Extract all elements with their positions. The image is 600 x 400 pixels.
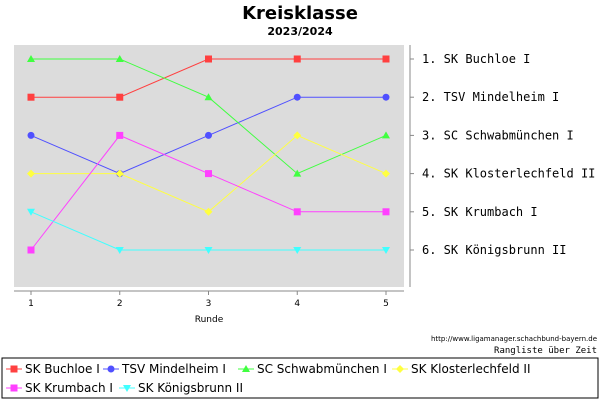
x-tick-label: 3 (206, 299, 212, 309)
data-point (242, 365, 250, 372)
data-point (382, 55, 390, 63)
data-point (116, 131, 124, 139)
data-point (115, 247, 124, 254)
data-point (27, 93, 35, 101)
legend-item: SC Schwabmünchen I (238, 362, 387, 376)
data-point (205, 131, 212, 139)
chart-title: Kreisklasse (242, 3, 358, 24)
series (27, 55, 390, 177)
data-point (205, 170, 212, 178)
data-point (293, 208, 301, 216)
series (27, 131, 390, 216)
legend-item: SK Krumbach I (6, 381, 113, 395)
data-point (293, 247, 302, 254)
legend-label: SC Schwabmünchen I (257, 362, 387, 376)
data-point (123, 385, 131, 392)
data-point (382, 247, 390, 254)
rank-label: 6. SK Königsbrunn II (422, 243, 567, 257)
data-point (204, 93, 213, 101)
data-point (115, 169, 124, 178)
rank-label: 2. TSV Mindelheim I (422, 90, 559, 104)
data-point (116, 93, 124, 101)
chart-subtitle: 2023/2024 (267, 25, 333, 38)
data-point (293, 93, 301, 101)
series (27, 131, 390, 254)
series-group (27, 55, 390, 254)
data-point (293, 131, 302, 140)
plot-area (14, 45, 404, 287)
rank-labels: 1. SK Buchloe I 2. TSV Mindelheim I 3. SC … (422, 52, 595, 257)
data-point (27, 246, 35, 254)
x-tick-label: 1 (28, 299, 34, 309)
series (27, 55, 390, 101)
data-point (27, 169, 35, 178)
data-point (382, 93, 390, 101)
rank-label: 5. SK Krumbach I (422, 205, 538, 219)
legend-box (1, 357, 599, 399)
rank-label: 4. SK Klosterlechfeld II (422, 167, 595, 181)
legend-label: SK Buchloe I (25, 362, 100, 376)
data-point (27, 208, 35, 216)
legend-label: SK Klosterlechfeld II (411, 362, 531, 376)
legend-item: SK Klosterlechfeld II (392, 362, 531, 376)
legend-item: SK Buchloe I (6, 362, 100, 376)
data-point (27, 131, 35, 139)
y-ticks (410, 58, 414, 251)
data-point (396, 365, 404, 373)
x-tick-label: 5 (383, 299, 389, 309)
data-point (205, 55, 212, 63)
x-tick-label: 2 (117, 299, 123, 309)
data-point (382, 169, 390, 178)
source-note: http://www.ligamanager.schachbund-bayern… (431, 335, 597, 343)
x-ticks: 1 2 3 4 5 (28, 291, 389, 309)
data-point (293, 55, 301, 63)
legend-label: SK Krumbach I (25, 381, 113, 395)
data-point (293, 169, 302, 177)
x-axis-label: Runde (195, 315, 224, 325)
data-point (204, 247, 213, 254)
rank-label: 3. SC Schwabmünchen I (422, 128, 574, 142)
rank-label: 1. SK Buchloe I (422, 52, 530, 66)
data-point (382, 131, 390, 139)
data-point (107, 365, 115, 373)
series (27, 208, 390, 254)
data-point (27, 55, 35, 62)
data-point (204, 207, 213, 216)
legend-item: TSV Mindelheim I (103, 362, 226, 376)
legend-item: SK Königsbrunn II (119, 381, 243, 395)
legend-label: SK Königsbrunn II (138, 381, 243, 395)
legend-label: TSV Mindelheim I (121, 362, 226, 376)
source-note-2: Rangliste über Zeit (494, 346, 597, 356)
legend: SK Buchloe I TSV Mindelheim I SC Schwabmün… (6, 362, 531, 395)
data-point (115, 55, 124, 62)
data-point (10, 365, 18, 373)
data-point (10, 384, 18, 392)
x-tick-label: 4 (294, 299, 300, 309)
data-point (382, 208, 390, 216)
